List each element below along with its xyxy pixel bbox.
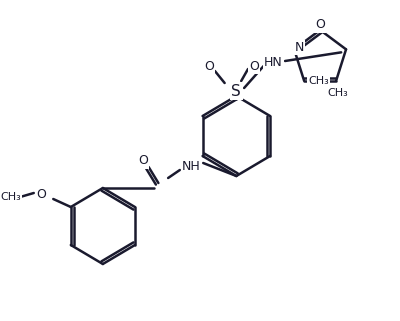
Text: O: O [37,188,46,202]
Text: O: O [138,154,148,168]
Text: CH₃: CH₃ [0,192,21,202]
Text: NH: NH [182,160,201,172]
Text: HN: HN [264,56,283,70]
Text: O: O [315,19,325,31]
Text: O: O [249,59,259,73]
Text: N: N [294,41,304,54]
Text: S: S [232,83,241,99]
Text: CH₃: CH₃ [328,88,348,98]
Text: O: O [204,60,214,74]
Text: CH₃: CH₃ [308,76,329,86]
